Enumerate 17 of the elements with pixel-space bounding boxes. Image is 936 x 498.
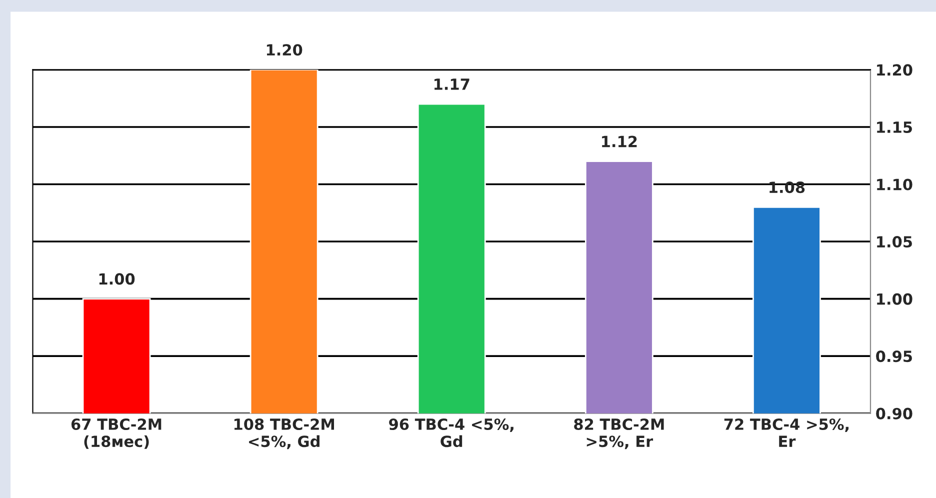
data-label: 1.08 <box>770 182 805 194</box>
y-tick-label: 1.20 <box>877 64 912 76</box>
x-tick-label: 72 ТВС-4 >5%, Er <box>724 418 848 447</box>
x-tick-label: 82 ТВС-2М >5%, Er <box>574 418 664 450</box>
x-tick-label: 67 ТВС-2М (18мес) <box>71 418 162 449</box>
y-tick-label: 0.95 <box>876 350 912 362</box>
data-label: 1.17 <box>434 78 470 90</box>
x-tick-label: 96 ТВС-4 <5%, Gd <box>389 418 514 448</box>
data-label: 1.00 <box>99 273 135 285</box>
x-tick-label: 108 ТВС-2М <5%, Gd <box>234 418 334 450</box>
y-tick-label: 0.90 <box>876 408 912 420</box>
y-tick-label: 1.05 <box>877 236 912 248</box>
y-tick-label: 1.15 <box>877 122 912 134</box>
data-label: 1.12 <box>602 136 637 148</box>
y-tick-label: 1.10 <box>877 178 912 190</box>
y-tick-label: 1.00 <box>877 293 912 305</box>
data-label: 1.20 <box>266 44 302 56</box>
